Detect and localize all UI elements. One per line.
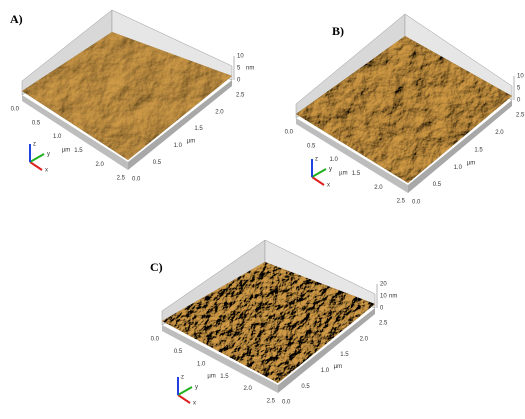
- y-tick-label: 2.5: [236, 93, 245, 99]
- triad-arrow: [312, 177, 324, 185]
- x-tick-label: 2.0: [95, 162, 104, 168]
- y-tick-label: 1.0: [174, 143, 183, 149]
- y-tick-label: 1.0: [454, 165, 463, 171]
- y-tick-label: 2.0: [215, 109, 224, 115]
- z-unit: nm: [246, 66, 254, 72]
- y-tick-label: 1.5: [474, 147, 483, 153]
- x-tick-label: 1.5: [74, 148, 83, 154]
- triad-label: x: [45, 168, 48, 174]
- panel-label: C): [150, 260, 163, 274]
- y-tick-label: 0.0: [132, 177, 141, 183]
- z-tick-label: 0: [517, 98, 521, 104]
- triad-label: z: [181, 375, 184, 381]
- triad-label: x: [327, 183, 330, 189]
- y-tick-label: 0.0: [282, 400, 291, 406]
- triad-arrow: [178, 395, 190, 403]
- z-tick-label: 10: [237, 54, 244, 60]
- x-tick-label: 0.0: [151, 337, 160, 343]
- triad-label: x: [193, 401, 196, 407]
- z-tick-label: 10: [517, 74, 524, 80]
- x-tick-label: 2.5: [117, 176, 126, 182]
- y-tick-label: 1.5: [340, 352, 349, 358]
- panel-label: B): [332, 24, 344, 38]
- y-tick-label: 2.0: [360, 336, 369, 342]
- z-tick-label: 20: [380, 282, 387, 288]
- y-tick-label: 1.0: [321, 368, 330, 374]
- surface: [296, 36, 512, 183]
- y-tick-label: 0.5: [153, 160, 162, 166]
- y-tick-label: 0.5: [301, 384, 310, 390]
- x-tick-label: 2.5: [397, 199, 406, 205]
- triad-label: y: [195, 385, 198, 391]
- x-unit: µm: [339, 170, 347, 176]
- y-unit: µm: [187, 139, 195, 145]
- x-tick-label: 1.0: [53, 134, 62, 140]
- y-unit: µm: [334, 364, 342, 370]
- y-tick-label: 0.0: [412, 200, 421, 206]
- y-tick-label: 1.5: [194, 126, 203, 132]
- x-tick-label: 0.5: [32, 120, 41, 126]
- triad-arrow: [312, 169, 326, 177]
- x-tick-label: 1.5: [352, 171, 361, 177]
- x-unit: µm: [62, 147, 70, 153]
- x-tick-label: 0.5: [174, 349, 183, 355]
- z-tick-label: 0: [237, 78, 241, 84]
- y-tick-label: 0.5: [433, 182, 442, 188]
- x-tick-label: 1.0: [329, 157, 338, 163]
- triad-arrow: [30, 154, 44, 162]
- z-unit: nm: [389, 294, 397, 300]
- y-tick-label: 2.5: [516, 113, 525, 119]
- z-tick-label: 10: [380, 294, 387, 300]
- triad-arrow: [30, 162, 42, 170]
- z-tick-label: 5: [517, 86, 521, 92]
- y-tick-label: 2.0: [495, 130, 504, 136]
- triad-arrow: [178, 387, 192, 395]
- z-tick-label: 0: [380, 306, 384, 312]
- x-tick-label: 2.0: [243, 386, 252, 392]
- triad-label: y: [329, 167, 332, 173]
- y-tick-label: 2.5: [379, 321, 388, 327]
- x-tick-label: 0.0: [11, 107, 20, 113]
- figure: A) 0.0 0.5 1.0 1.5 2.0 2.5 µm 0.0 0.5 1.0 1.5 2.0 2.5…: [0, 0, 525, 419]
- x-tick-label: 0.5: [307, 143, 316, 149]
- x-tick-label: 0.0: [285, 130, 294, 136]
- y-unit: µm: [467, 160, 475, 166]
- panel-label: A): [10, 12, 23, 26]
- z-tick-label: 5: [237, 66, 241, 72]
- x-unit: µm: [207, 374, 215, 380]
- triad-label: z: [315, 157, 318, 163]
- x-tick-label: 2.5: [267, 399, 276, 405]
- x-tick-label: 1.0: [197, 361, 206, 367]
- x-tick-label: 1.5: [220, 374, 229, 380]
- x-tick-label: 2.0: [374, 185, 383, 191]
- triad-label: y: [47, 152, 50, 158]
- triad-label: z: [33, 142, 36, 148]
